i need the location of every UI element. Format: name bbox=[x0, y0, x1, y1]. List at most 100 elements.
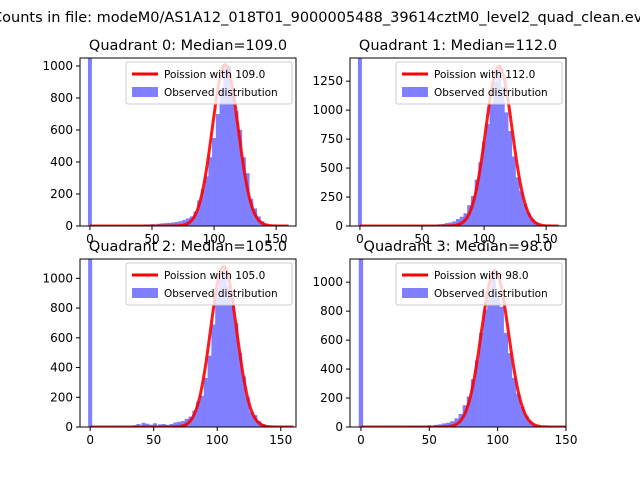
y-tick-label: 600 bbox=[320, 333, 343, 347]
y-tick-label: 200 bbox=[320, 391, 343, 405]
histogram-bar bbox=[241, 157, 246, 226]
x-tick-label: 50 bbox=[422, 433, 437, 447]
y-tick-label: 800 bbox=[320, 304, 343, 318]
histogram-bar bbox=[226, 285, 231, 427]
histogram-bar bbox=[500, 86, 505, 226]
histogram-bar bbox=[511, 156, 516, 226]
histogram-bar bbox=[474, 179, 479, 226]
histogram-bar bbox=[241, 376, 246, 427]
histogram-bar bbox=[204, 176, 209, 226]
histogram-bar bbox=[523, 203, 528, 226]
quadrant-2-panel: 0 50 100 150 0 200 400 600 800 1000 Quadrant 2: Me… bbox=[42, 239, 297, 447]
histogram-bar bbox=[87, 58, 92, 226]
histogram-bar bbox=[245, 397, 250, 427]
quadrant-0-panel: 0 50 100 150 0 200 400 600 800 1000 Quadrant 0: Me… bbox=[42, 38, 297, 246]
histogram-bar bbox=[452, 221, 457, 226]
y-tick-label: 0 bbox=[65, 420, 73, 434]
histogram-bar bbox=[357, 58, 362, 226]
histogram-bar bbox=[215, 296, 220, 427]
y-tick-label: 250 bbox=[320, 190, 343, 204]
histogram-bar bbox=[196, 401, 201, 427]
legend-box bbox=[125, 61, 293, 105]
histogram-bar bbox=[496, 66, 501, 226]
legend-label-poisson: Poission with 109.0 bbox=[164, 69, 265, 81]
legend-bar-swatch bbox=[132, 288, 158, 298]
histogram-bar bbox=[208, 157, 213, 226]
histogram-bar bbox=[199, 395, 205, 427]
histogram-bar bbox=[446, 422, 451, 427]
histogram-bar bbox=[524, 415, 529, 427]
legend-box bbox=[395, 262, 563, 306]
legend-box bbox=[395, 61, 563, 105]
histogram-bar bbox=[234, 110, 239, 226]
plot-area bbox=[88, 259, 294, 427]
histogram-bar bbox=[223, 67, 228, 226]
panel-title: Quadrant 0: Median=109.0 bbox=[89, 38, 287, 54]
y-tick-label: 750 bbox=[320, 132, 343, 146]
histogram-bar bbox=[491, 270, 496, 427]
legend: Poission with 98.0 Observed distribution bbox=[395, 262, 563, 306]
histogram-bar bbox=[222, 269, 227, 427]
poisson-curve bbox=[359, 64, 559, 226]
histogram-bar bbox=[167, 222, 172, 226]
y-tick-label: 1000 bbox=[312, 275, 343, 289]
y-tick-label: 1000 bbox=[42, 59, 73, 73]
legend-label-observed: Observed distribution bbox=[164, 288, 278, 300]
y-tick-label: 200 bbox=[50, 187, 73, 201]
histogram-bar bbox=[478, 162, 483, 226]
x-tick-label: 150 bbox=[269, 433, 292, 447]
y-tick-label: 600 bbox=[50, 123, 73, 137]
histogram-bar bbox=[474, 360, 480, 427]
histogram-bar bbox=[193, 211, 198, 226]
histogram-bar bbox=[230, 305, 235, 427]
histogram-bar bbox=[145, 423, 150, 427]
histogram-bar bbox=[520, 406, 525, 427]
legend-bar-swatch bbox=[402, 288, 428, 298]
histogram-bar bbox=[173, 422, 178, 427]
histogram-bar bbox=[141, 422, 146, 427]
histogram-bar bbox=[174, 222, 179, 226]
histogram-bar bbox=[504, 112, 509, 226]
histogram-bar bbox=[211, 324, 216, 427]
y-tick-label: 400 bbox=[50, 155, 73, 169]
quadrant-1-panel: 0 50 100 150 0 250 500 750 1000 1250 Quadrant 1: M… bbox=[312, 38, 567, 246]
x-tick-label: 50 bbox=[146, 433, 161, 447]
histogram-bar bbox=[470, 195, 475, 226]
histogram-bar bbox=[219, 278, 224, 427]
histogram-bar bbox=[226, 66, 231, 226]
legend-label-poisson: Poission with 112.0 bbox=[434, 69, 535, 81]
histogram-bar bbox=[177, 421, 182, 427]
histogram-bar bbox=[515, 393, 521, 427]
y-tick-label: 600 bbox=[50, 331, 73, 345]
y-tick-label: 1000 bbox=[312, 103, 343, 117]
legend: Poission with 112.0 Observed distribution bbox=[395, 61, 563, 105]
histogram-bar bbox=[470, 379, 476, 427]
y-tick-label: 1250 bbox=[312, 74, 343, 88]
x-tick-label: 0 bbox=[86, 232, 94, 246]
histogram-bar bbox=[479, 332, 484, 427]
histogram-bar bbox=[212, 138, 217, 226]
y-tick-label: 400 bbox=[50, 361, 73, 375]
legend-label-observed: Observed distribution bbox=[434, 288, 548, 300]
legend-bar-swatch bbox=[402, 87, 428, 97]
x-tick-label: 50 bbox=[144, 232, 159, 246]
histogram-bar bbox=[197, 200, 202, 226]
y-tick-label: 800 bbox=[50, 91, 73, 105]
histogram-bar bbox=[358, 259, 364, 427]
quadrant-3-panel: 0 50 100 150 0 200 400 600 800 1000 Quadrant 3: Me… bbox=[312, 239, 577, 447]
y-tick-label: 800 bbox=[50, 301, 73, 315]
histogram-bar bbox=[456, 219, 460, 226]
y-tick-label: 1000 bbox=[42, 271, 73, 285]
panel-title: Quadrant 2: Median=105.0 bbox=[89, 239, 287, 255]
legend-bar-swatch bbox=[132, 87, 158, 97]
y-tick-label: 0 bbox=[335, 219, 343, 233]
axes-frame bbox=[349, 258, 567, 428]
histogram-bar bbox=[238, 352, 243, 427]
histogram-bar bbox=[88, 259, 93, 427]
histogram-bar bbox=[249, 412, 254, 427]
x-tick-label: 100 bbox=[486, 433, 509, 447]
histogram-bar bbox=[503, 332, 509, 427]
y-tick-label: 200 bbox=[50, 390, 73, 404]
legend: Poission with 105.0 Observed distribution bbox=[125, 262, 293, 306]
histogram-bar bbox=[499, 306, 504, 427]
